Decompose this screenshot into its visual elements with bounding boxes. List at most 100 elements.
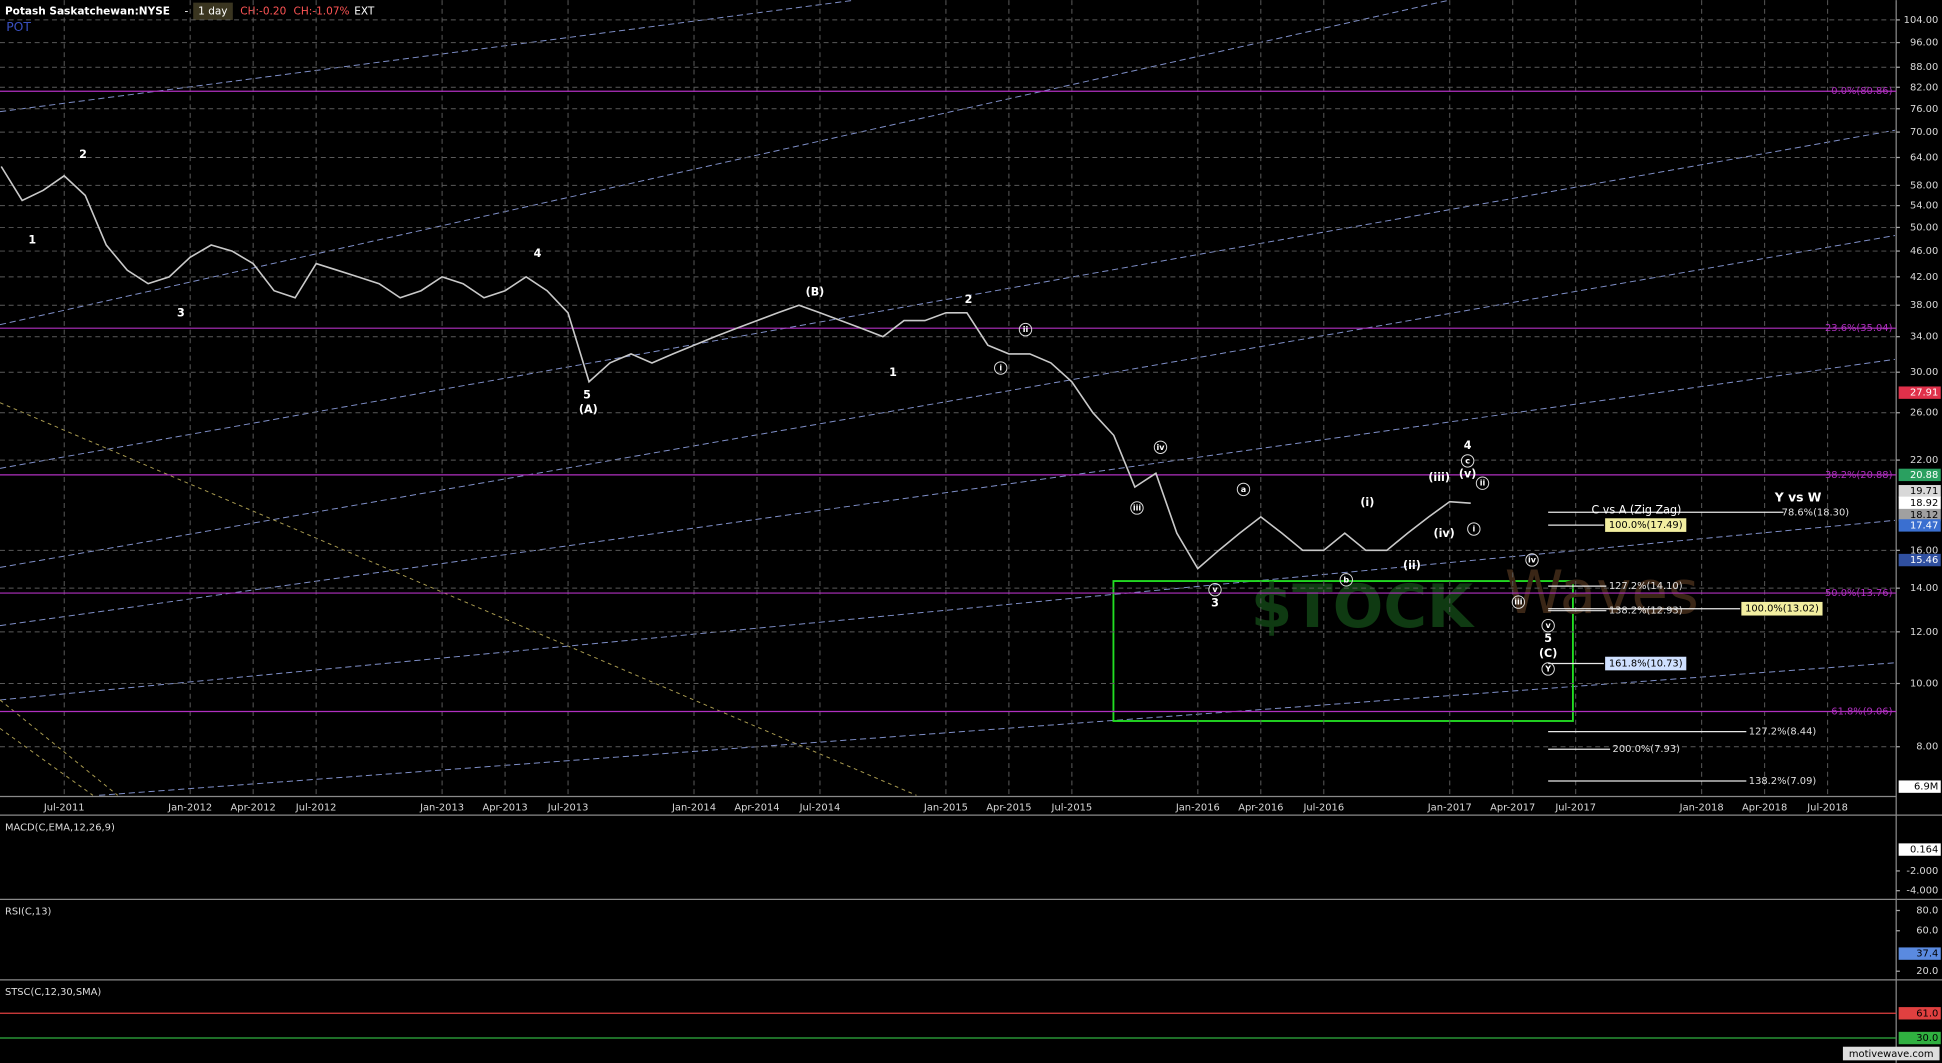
indicator-tag (1898, 947, 1941, 960)
interval-box[interactable] (193, 2, 233, 20)
projection-title: C vs A (Zig Zag) (1591, 503, 1681, 516)
projection-label: 78.6%(18.30) (1782, 507, 1850, 518)
price-tag (1898, 468, 1941, 482)
wave-label: ii (1480, 479, 1486, 488)
watermark: Waves (1505, 559, 1699, 628)
x-tick-label: Apr-2016 (1238, 803, 1283, 814)
projection-box (1605, 656, 1687, 671)
price-tag-label: 19.71 (1910, 486, 1938, 497)
price-tag (1898, 386, 1941, 399)
projection-label: 100.0%(13.02) (1745, 604, 1819, 615)
wave-label: i (1472, 525, 1475, 534)
separator: - (185, 5, 189, 17)
y-tick-label: 38.00 (1910, 300, 1938, 311)
x-tick-label: Apr-2013 (482, 803, 527, 814)
wave-label: (v) (1459, 468, 1476, 481)
wave-label: (B) (806, 285, 825, 298)
indicator-tick-label: -4.000 (1906, 886, 1938, 897)
fib-label: 50.0%(13.76) (1825, 588, 1893, 599)
y-tick-label: 8.00 (1916, 742, 1938, 753)
interval[interactable]: 1 day (198, 5, 227, 17)
wave-label: 3 (177, 307, 185, 320)
projection-label: 138.2%(7.09) (1749, 776, 1817, 787)
fib-label: 0.0%(80.86) (1831, 86, 1892, 97)
x-tick-label: Jul-2015 (1051, 803, 1093, 814)
projection-label: 127.2%(8.44) (1749, 727, 1817, 738)
indicator-title: RSI(C,13) (5, 907, 52, 918)
price-tag (1898, 496, 1941, 510)
indicator-tag (1898, 1007, 1941, 1020)
wave-label: a (1241, 485, 1246, 494)
x-tick-label: Jul-2011 (43, 803, 85, 814)
wave-circle (1475, 476, 1490, 490)
x-tick-label: Jan-2014 (671, 803, 716, 814)
y-tick-label: 104.00 (1904, 15, 1939, 26)
projection-label: 127.2%(14.10) (1609, 581, 1683, 592)
x-tick-label: Jan-2012 (167, 803, 212, 814)
wave-label: ii (1023, 325, 1029, 334)
x-tick-label: Jan-2017 (1427, 803, 1472, 814)
wave-circle (1208, 583, 1222, 597)
wave-label: 2 (79, 148, 87, 161)
projection-box (1605, 518, 1687, 532)
y-tick-label: 10.00 (1910, 679, 1938, 690)
indicator-tick-label: 80.0 (1916, 906, 1938, 917)
wave-label: iii (1133, 503, 1142, 512)
y-tick-label: 12.00 (1910, 627, 1938, 638)
projection-box (1741, 601, 1823, 616)
wave-label: 2 (965, 293, 973, 306)
wave-label: 5 (1544, 632, 1552, 645)
price-tag (1898, 508, 1941, 522)
y-tick-label: 88.00 (1910, 62, 1938, 73)
x-tick-label: Jul-2016 (1302, 803, 1344, 814)
x-tick-label: Jul-2014 (799, 803, 841, 814)
target-box (1112, 580, 1574, 722)
y-tick-label: 96.00 (1910, 38, 1938, 49)
wave-circle (1511, 595, 1526, 609)
wave-circle (1236, 482, 1251, 497)
price-tag-label: 20.88 (1910, 470, 1938, 481)
trendline (0, 0, 855, 113)
wave-circle (1525, 553, 1539, 567)
x-tick-label: Jul-2013 (547, 803, 589, 814)
trendline (0, 402, 917, 796)
x-tick-label: Jul-2012 (295, 803, 337, 814)
projection-label: 100.0%(17.49) (1609, 520, 1683, 531)
price-tag (1898, 485, 1941, 498)
wave-label: b (1343, 575, 1349, 584)
y-tick-label: 54.00 (1910, 201, 1938, 212)
wave-circle (1541, 618, 1555, 633)
price-tag (1898, 519, 1941, 532)
indicator-tag-label: 61.0 (1916, 1008, 1938, 1019)
wave-circle (1339, 573, 1353, 587)
indicator-tick-label: 20.0 (1916, 966, 1938, 977)
wave-circle (1153, 440, 1168, 454)
fib-label: 23.6%(35.04) (1825, 323, 1893, 334)
y-tick-label: 76.00 (1910, 104, 1938, 115)
indicator-title: STSC(C,12,30,SMA) (5, 987, 101, 998)
change: CH:-0.20 (240, 5, 286, 17)
session: EXT (354, 5, 375, 17)
x-tick-label: Apr-2012 (231, 803, 276, 814)
y-tick-label: 82.00 (1910, 82, 1938, 93)
price-tag-label: 18.92 (1910, 498, 1938, 509)
x-tick-label: Jan-2018 (1679, 803, 1724, 814)
indicator-tag-label: 0.164 (1910, 845, 1938, 856)
x-tick-label: Jul-2018 (1806, 803, 1848, 814)
x-tick-label: Apr-2017 (1490, 803, 1535, 814)
y-tick-label: 58.00 (1910, 180, 1938, 191)
wave-label: c (1465, 456, 1470, 465)
y-tick-label: 64.00 (1910, 152, 1938, 163)
indicator-title: MACD(C,EMA,12,26,9) (5, 823, 115, 834)
wave-circle (1467, 522, 1481, 536)
wave-circle (994, 361, 1008, 375)
projection-label: 200.0%(7.93) (1613, 744, 1681, 755)
volume-tag (1898, 780, 1941, 793)
wave-label: 4 (1464, 439, 1472, 452)
y-tick-label: 46.00 (1910, 246, 1938, 257)
wave-label: iv (1528, 555, 1537, 564)
projection-label: 138.2%(12.93) (1609, 606, 1683, 617)
wave-label: i (999, 364, 1002, 373)
fib-label: 61.8%(9.06) (1831, 706, 1892, 717)
